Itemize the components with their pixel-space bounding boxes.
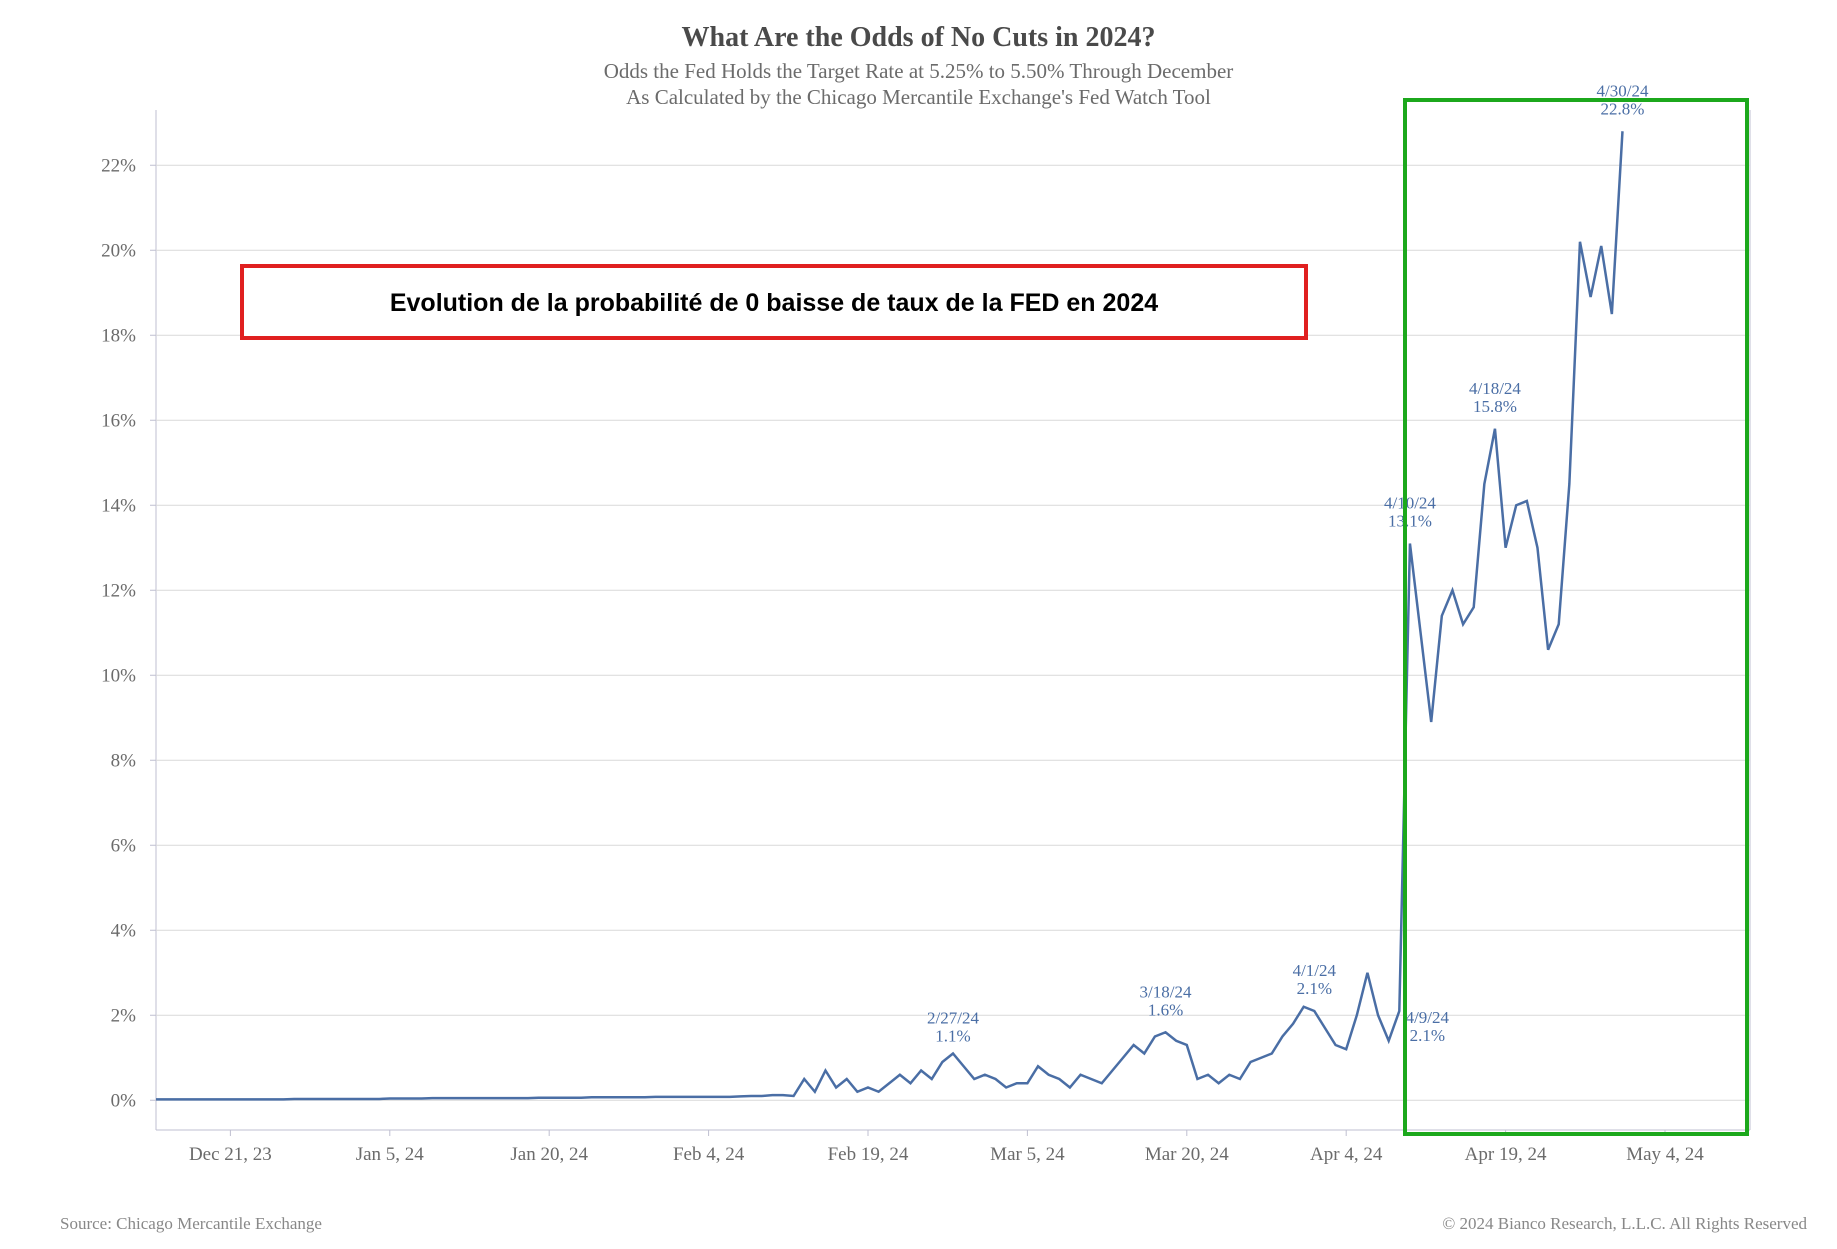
y-tick-label: 16% [101, 410, 136, 431]
chart-subtitle-2: As Calculated by the Chicago Mercantile … [626, 85, 1211, 109]
x-tick-label: Mar 20, 24 [1145, 1144, 1229, 1165]
y-tick-label: 14% [101, 495, 136, 516]
point-label: 3/18/24 [1140, 982, 1192, 1001]
point-value: 1.1% [935, 1027, 970, 1046]
point-label: 4/1/24 [1293, 961, 1337, 980]
x-tick-label: Apr 4, 24 [1310, 1144, 1383, 1165]
point-label: 4/10/24 [1384, 494, 1436, 513]
y-tick-label: 20% [101, 240, 136, 261]
point-value: 15.8% [1473, 397, 1517, 416]
x-tick-label: Mar 5, 24 [990, 1144, 1065, 1165]
x-tick-label: Jan 20, 24 [510, 1144, 588, 1165]
chart-subtitle-1: Odds the Fed Holds the Target Rate at 5.… [604, 59, 1234, 83]
y-tick-label: 6% [111, 835, 137, 856]
point-value: 1.6% [1148, 1000, 1183, 1019]
point-value: 2.1% [1297, 979, 1332, 998]
callout-text: Evolution de la probabilité de 0 baisse … [390, 289, 1158, 317]
x-tick-label: May 4, 24 [1626, 1144, 1704, 1165]
odds-chart: What Are the Odds of No Cuts in 2024? Odd… [0, 0, 1837, 1249]
y-tick-label: 2% [111, 1005, 137, 1026]
y-tick-label: 22% [101, 155, 136, 176]
y-tick-label: 18% [101, 325, 136, 346]
point-label: 4/18/24 [1469, 379, 1521, 398]
x-tick-label: Feb 4, 24 [673, 1144, 745, 1165]
point-label: 4/30/24 [1597, 81, 1649, 100]
point-label: 2/27/24 [927, 1009, 979, 1028]
y-tick-label: 4% [111, 920, 137, 941]
x-tick-label: Jan 5, 24 [356, 1144, 425, 1165]
x-tick-label: Dec 21, 23 [189, 1144, 272, 1165]
x-tick-label: Feb 19, 24 [828, 1144, 909, 1165]
y-tick-label: 8% [111, 750, 137, 771]
chart-title: What Are the Odds of No Cuts in 2024? [682, 22, 1156, 53]
point-value: 13.1% [1388, 512, 1432, 531]
y-tick-label: 12% [101, 580, 136, 601]
y-tick-label: 10% [101, 665, 136, 686]
source-text: Source: Chicago Mercantile Exchange [60, 1214, 322, 1233]
y-tick-label: 0% [111, 1090, 137, 1111]
point-value: 2.1% [1410, 1026, 1445, 1045]
copyright-text: © 2024 Bianco Research, L.L.C. All Right… [1442, 1214, 1807, 1233]
point-label: 4/9/24 [1406, 1008, 1450, 1027]
x-tick-label: Apr 19, 24 [1465, 1144, 1547, 1165]
point-value: 22.8% [1601, 99, 1645, 118]
